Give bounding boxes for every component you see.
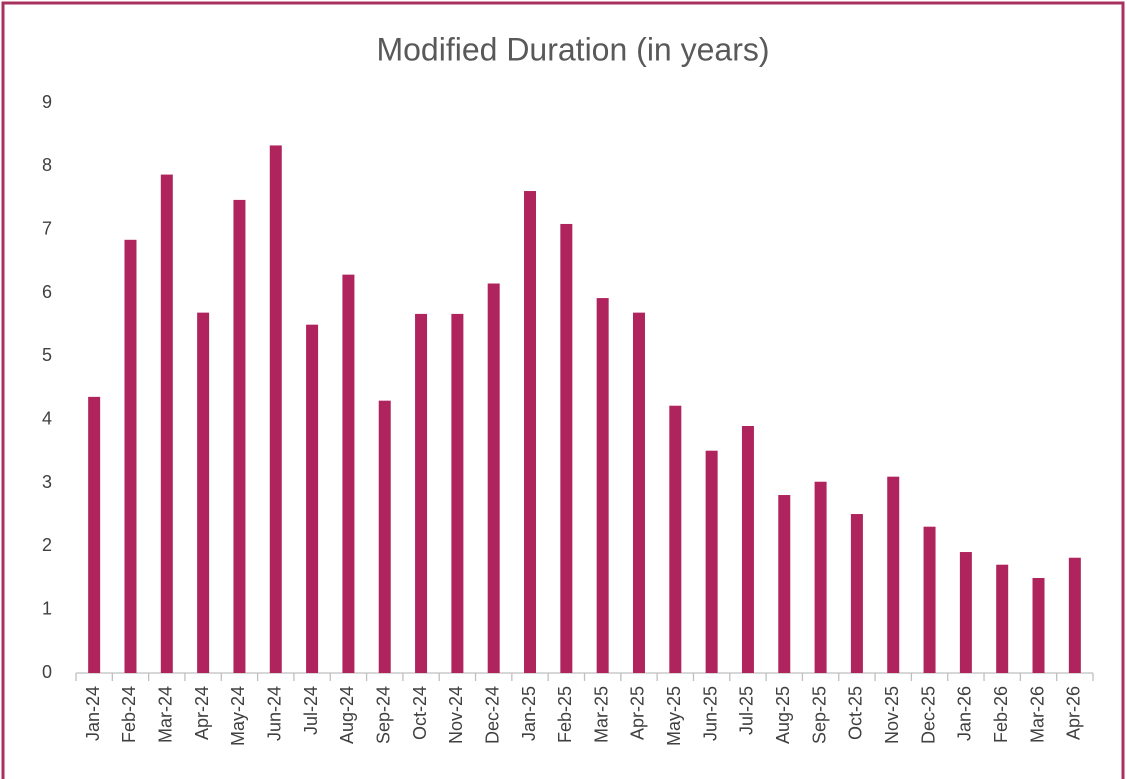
bar: [778, 495, 791, 673]
bar: [415, 313, 428, 673]
x-tick-label: Oct-24: [410, 686, 430, 740]
bar: [1032, 578, 1045, 673]
x-tick-label: Sep-24: [373, 686, 393, 744]
bar: [342, 274, 355, 673]
bar: [596, 298, 609, 673]
x-tick-label: May-24: [228, 686, 248, 746]
bar: [923, 526, 936, 673]
x-tick-label: Jun-25: [700, 686, 720, 741]
bar: [850, 514, 863, 673]
x-tick-label: Dec-24: [482, 686, 502, 744]
y-tick-label: 6: [42, 282, 52, 302]
x-tick-label: Apr-26: [1064, 686, 1084, 740]
bar: [524, 191, 537, 674]
x-tick-label: Apr-25: [628, 686, 648, 740]
bar: [451, 313, 464, 673]
bar: [959, 552, 972, 673]
x-tick-label: Sep-25: [809, 686, 829, 744]
bar: [88, 396, 101, 673]
x-tick-label: Mar-26: [1027, 686, 1047, 743]
x-tick-label: Nov-25: [882, 686, 902, 744]
bar: [705, 450, 718, 673]
x-tick-label: Jul-24: [301, 686, 321, 735]
y-tick-label: 1: [42, 598, 52, 618]
x-tick-label: Apr-24: [192, 686, 212, 740]
y-tick-label: 2: [42, 535, 52, 555]
bar: [669, 405, 682, 673]
bar: [160, 174, 173, 674]
bar: [996, 564, 1009, 673]
y-tick-label: 9: [42, 92, 52, 112]
y-tick-label: 7: [42, 218, 52, 238]
x-tick-label: Jan-25: [519, 686, 539, 741]
y-tick-label: 3: [42, 472, 52, 492]
x-tick-label: Aug-24: [337, 686, 357, 744]
x-tick-label: Aug-25: [773, 686, 793, 744]
bar: [197, 312, 210, 673]
x-tick-label: Jan-24: [83, 686, 103, 741]
x-tick-label: Feb-24: [119, 686, 139, 743]
y-tick-label: 8: [42, 155, 52, 175]
x-tick-label: May-25: [664, 686, 684, 746]
bar: [487, 283, 500, 673]
x-tick-label: Mar-25: [591, 686, 611, 743]
bar: [741, 426, 754, 673]
x-tick-label: Jun-24: [265, 686, 285, 741]
x-tick-label: Nov-24: [446, 686, 466, 744]
x-tick-label: Jul-25: [737, 686, 757, 735]
x-tick-label: Dec-25: [918, 686, 938, 744]
y-tick-label: 5: [42, 345, 52, 365]
x-tick-label: Jan-26: [955, 686, 975, 741]
x-tick-label: Feb-25: [555, 686, 575, 743]
y-tick-label: 4: [42, 408, 52, 428]
x-tick-label: Oct-25: [846, 686, 866, 740]
bar: [306, 324, 319, 673]
bar: [560, 223, 573, 673]
bar: [269, 145, 282, 673]
chart-title: Modified Duration (in years): [376, 31, 769, 67]
bar: [814, 481, 827, 673]
x-tick-label: Feb-26: [991, 686, 1011, 743]
bar: [378, 400, 391, 673]
y-tick-label: 0: [42, 662, 52, 682]
x-tick-label: Mar-24: [156, 686, 176, 743]
bar: [1068, 557, 1081, 673]
bar: [887, 476, 900, 673]
bar: [233, 199, 246, 673]
bar: [632, 312, 645, 673]
bar: [124, 239, 137, 674]
